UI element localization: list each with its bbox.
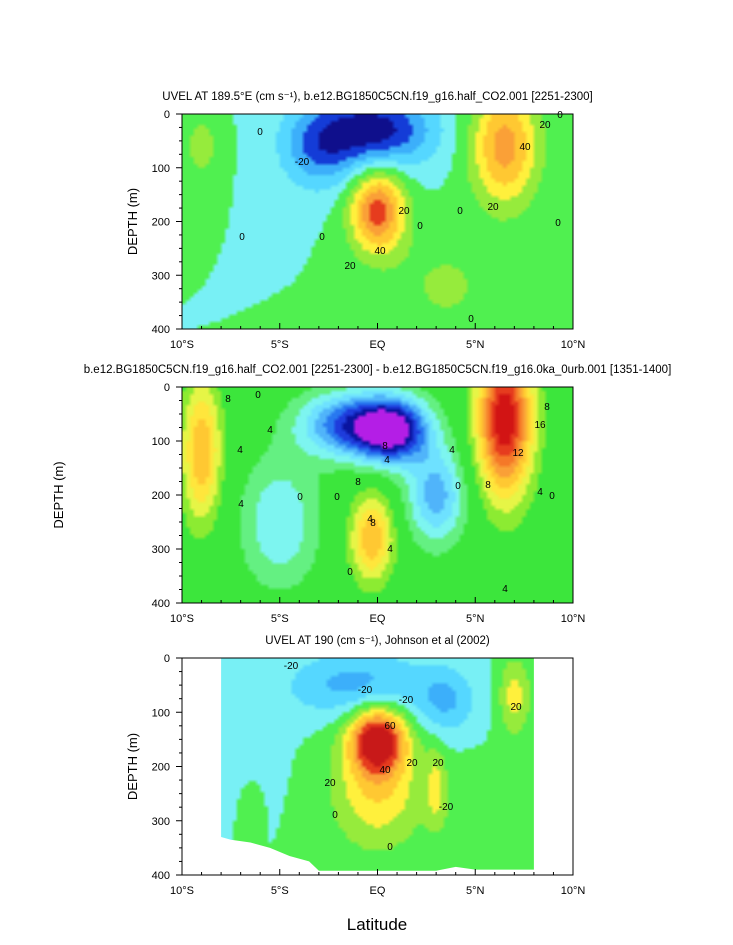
- x-tick-label: 10°N: [561, 885, 586, 897]
- x-tick-label: EQ: [370, 613, 386, 625]
- x-tick-label: 10°S: [170, 339, 194, 351]
- contour-label: 4: [237, 445, 243, 456]
- contour-label: 0: [332, 810, 338, 821]
- x-tick-label: EQ: [370, 885, 386, 897]
- y-tick-label: 300: [152, 816, 170, 828]
- x-tick-label: 10°N: [561, 613, 586, 625]
- x-tick-label: 10°S: [170, 885, 194, 897]
- contour-label: 4: [267, 425, 273, 436]
- y-tick-label: 100: [152, 163, 170, 175]
- contour-label: 0: [455, 481, 461, 492]
- x-tick-label: 5°N: [466, 885, 485, 897]
- contour-label: 4: [238, 499, 244, 510]
- contour-label: 20: [398, 206, 410, 217]
- contour-label: 4: [449, 445, 455, 456]
- panel-title: b.e12.BG1850C5CN.f19_g16.half_CO2.001 [2…: [84, 364, 672, 376]
- contour-label: 8: [382, 441, 388, 452]
- contour-label: 0: [319, 232, 325, 243]
- contour-label: -20: [295, 157, 310, 168]
- x-tick-label: 5°N: [466, 613, 485, 625]
- y-tick-label: 0: [164, 382, 170, 394]
- contour-label: 0: [417, 221, 423, 232]
- y-tick-label: 400: [152, 870, 170, 882]
- contour-label: 0: [457, 206, 463, 217]
- contour-label: 40: [519, 142, 531, 153]
- contour-label: 0: [468, 314, 474, 325]
- contour-label: 0: [297, 492, 303, 503]
- y-tick-label: 200: [152, 217, 170, 229]
- x-tick-label: 10°S: [170, 613, 194, 625]
- y-tick-label: 300: [152, 270, 170, 282]
- y-axis-label: DEPTH (m): [125, 733, 140, 800]
- contour-label: 0: [257, 127, 263, 138]
- contour-label: 8: [544, 402, 550, 413]
- contour-label: 0: [347, 567, 353, 578]
- x-tick-label: EQ: [370, 339, 386, 351]
- contour-label: 0: [334, 492, 340, 503]
- x-axis-label: Latitude: [347, 915, 408, 934]
- contour-label: -20: [358, 685, 373, 696]
- panel-2: b.e12.BG1850C5CN.f19_g16.half_CO2.001 [2…: [84, 364, 672, 625]
- y-axis-label-panel-2: DEPTH (m): [51, 461, 66, 528]
- contour-label: 20: [344, 261, 356, 272]
- y-tick-label: 200: [152, 490, 170, 502]
- y-tick-label: 0: [164, 653, 170, 665]
- contour-label: 0: [387, 842, 393, 853]
- panel-1: UVEL AT 189.5°E (cm s⁻¹), b.e12.BG1850C5…: [125, 91, 593, 351]
- contour-field: [182, 114, 573, 329]
- x-tick-label: 5°S: [271, 339, 289, 351]
- contour-label: 4: [502, 584, 508, 595]
- y-axis-label: DEPTH (m): [125, 188, 140, 255]
- contour-label: 4: [384, 455, 390, 466]
- contour-label: 20: [324, 778, 336, 789]
- contour-label: 0: [549, 491, 555, 502]
- y-tick-label: 100: [152, 707, 170, 719]
- x-tick-label: 5°S: [271, 613, 289, 625]
- contour-label: 0: [239, 232, 245, 243]
- panel-title: UVEL AT 189.5°E (cm s⁻¹), b.e12.BG1850C5…: [162, 91, 592, 103]
- y-tick-label: 200: [152, 762, 170, 774]
- contour-label: 20: [432, 758, 444, 769]
- contour-label: 8: [355, 477, 361, 488]
- contour-field: [221, 658, 534, 871]
- contour-label: 4: [367, 514, 373, 525]
- y-tick-label: 100: [152, 436, 170, 448]
- contour-label: 20: [539, 120, 551, 131]
- contour-label: 20: [487, 202, 499, 213]
- contour-label: 40: [374, 246, 386, 257]
- contour-label: 60: [384, 721, 396, 732]
- contour-label: 16: [534, 420, 546, 431]
- contour-label: 20: [406, 758, 418, 769]
- y-tick-label: 400: [152, 598, 170, 610]
- y-tick-label: 0: [164, 109, 170, 121]
- x-tick-label: 5°N: [466, 339, 485, 351]
- contour-label: 40: [379, 765, 391, 776]
- y-tick-label: 300: [152, 544, 170, 556]
- contour-label: 12: [512, 448, 524, 459]
- contour-label: 8: [370, 518, 376, 529]
- contour-label: 4: [387, 544, 393, 555]
- panel-title: UVEL AT 190 (cm s⁻¹), Johnson et al (200…: [265, 635, 490, 647]
- contour-label: 0: [557, 110, 563, 121]
- contour-label: -20: [399, 695, 414, 706]
- x-tick-label: 5°S: [271, 885, 289, 897]
- panel-3: UVEL AT 190 (cm s⁻¹), Johnson et al (200…: [125, 635, 585, 897]
- contour-label: 0: [555, 218, 561, 229]
- contour-label: 20: [510, 702, 522, 713]
- contour-field: [182, 387, 573, 603]
- contour-label: 8: [485, 480, 491, 491]
- contour-label: 0: [255, 390, 261, 401]
- contour-label: -20: [284, 661, 299, 672]
- contour-label: 8: [225, 394, 231, 405]
- x-tick-label: 10°N: [561, 339, 586, 351]
- contour-label: -20: [439, 802, 454, 813]
- contour-label: 4: [537, 487, 543, 498]
- y-tick-label: 400: [152, 324, 170, 336]
